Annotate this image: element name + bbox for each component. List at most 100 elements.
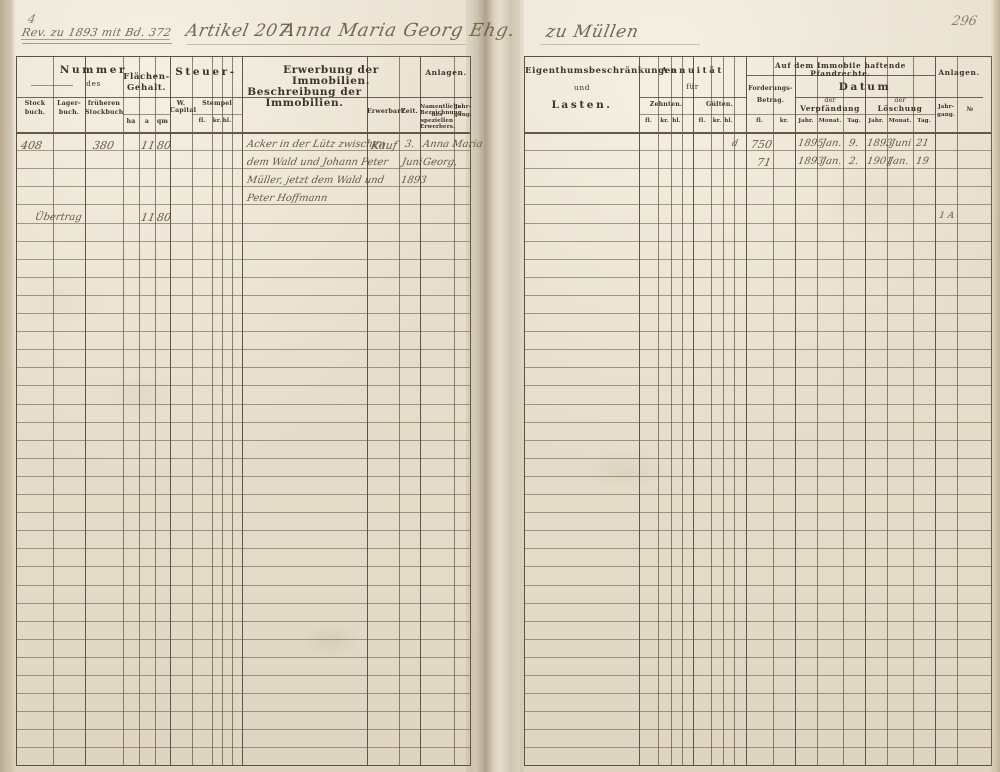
table-row-rule [17, 168, 470, 170]
table-row-rule [525, 367, 991, 369]
table-row-rule [17, 729, 470, 731]
col-erwerber-l2: des speziellen Erwerbers. [420, 112, 456, 130]
group-beschreibung: Beschreibung der Immobilien. [247, 86, 362, 110]
col-stempel: Stempel [202, 100, 232, 107]
place-name: zu Müllen [544, 22, 641, 42]
table-row-rule [17, 222, 470, 224]
col-guelten: Gülten. [706, 101, 733, 108]
table-row-rule [525, 620, 991, 622]
table-row-rule [17, 367, 470, 369]
table-row-rule [525, 747, 991, 749]
col-guelten-kr: kr. [712, 118, 722, 124]
table-row-rule [17, 457, 470, 459]
table-row-rule [525, 584, 991, 586]
table-row-rule [525, 168, 991, 170]
table-row-rule [525, 222, 991, 224]
col-frueheres-l1: früheren [87, 100, 121, 107]
group-erwerbung: Erwerbung der Immobilien. [283, 64, 379, 88]
owner-name: Anna Maria Georg Ehg. [279, 20, 518, 41]
table-row-rule [525, 186, 991, 188]
book-gutter [466, 0, 524, 772]
col-forderung-l1: Forderungs- [748, 85, 793, 92]
cell-forderung-2: 71 [755, 156, 773, 169]
table-row-rule [17, 638, 470, 640]
col-lagerbuch-l1: Lager- [57, 100, 81, 107]
left-ledger-table: Nummer des Stock buch. Lager- buch. früh… [16, 56, 483, 766]
col-jahrgang-right-l2: gang. [937, 112, 955, 118]
table-row-rule [525, 729, 991, 731]
table-row-rule [525, 548, 991, 550]
col-loesch-l2: Löschung [877, 104, 923, 113]
col-loesch-jahr: Jahr. [868, 118, 884, 124]
group-flaechen-l1: Flächen- [123, 72, 170, 82]
col-zehnten-hl: hl. [672, 118, 681, 124]
cell-verpf-tag-1: 9. [848, 138, 860, 149]
col-stempel-kr: kr. [212, 118, 222, 124]
group-eigenthum-1: Eigenthumsbeschränkungen [525, 66, 678, 76]
table-row-rule [17, 240, 470, 242]
col-stempel-hl: hl. [222, 118, 232, 124]
table-row-rule [525, 313, 991, 314]
cell-verpf-monat-1: Jan. [821, 138, 843, 149]
table-row-rule [17, 385, 470, 387]
table-row-rule [525, 530, 991, 532]
table-row-rule [17, 747, 470, 749]
cell-beschreibung-2: dem Wald und Johann Peter [246, 157, 389, 168]
table-row-rule [17, 711, 470, 713]
group-anlagen-right: Anlagen. [938, 68, 980, 77]
table-row-rule [525, 711, 991, 713]
cell-stockbuch: 408 [19, 139, 44, 152]
group-steuer: Steuer- [175, 66, 237, 78]
table-row-rule [17, 675, 470, 676]
cell-erwerber-1: Anna Maria [422, 139, 484, 150]
table-row-rule [17, 530, 470, 532]
col-a: a [144, 118, 150, 125]
col-verpf-l2: Verpfändung [800, 104, 860, 113]
col-stempel-fl: fl. [198, 118, 206, 124]
table-row-rule [525, 421, 991, 423]
folio-number-left: 4 [26, 12, 38, 26]
col-guelten-fl: fl. [698, 118, 706, 124]
table-row-rule [17, 620, 470, 622]
col-ha: ha [126, 118, 136, 125]
table-row-rule [525, 349, 991, 351]
col-erwerbart: Erwerbart. [367, 108, 407, 115]
table-row-rule [525, 566, 991, 568]
cell-beschreibung-4: Peter Hoffmann [246, 193, 329, 204]
col-stockbuch-l1: Stock [24, 100, 46, 107]
table-row-rule [525, 385, 991, 387]
table-row-rule [17, 494, 470, 495]
col-capital: W. Capital [170, 100, 197, 114]
group-pfandrechte: Auf dem Immobile haftende Pfandrechte. [775, 61, 906, 78]
cell-erwerbart: Kauf [369, 139, 399, 152]
col-verpf-tag: Tag. [847, 118, 861, 124]
table-row-rule [17, 276, 470, 278]
table-row-rule [525, 638, 991, 640]
table-row-rule [17, 512, 470, 514]
table-row-rule [17, 258, 470, 260]
cell-verpf-monat-2: Jan. [821, 156, 843, 167]
col-loesch-l1: der [894, 97, 906, 104]
table-row-rule [17, 548, 470, 550]
col-lagerbuch-l2: buch. [58, 109, 80, 116]
col-forderung-fl: fl. [756, 118, 763, 124]
table-row-rule [17, 566, 470, 568]
cell-uebertrag-a: 11 [139, 211, 157, 224]
col-frueheres-l2: Stockbuch [85, 109, 124, 116]
header-strip: 4 296 Rev. zu 1893 mit Bd. 372 Artikel 2… [0, 10, 1000, 48]
col-erwerber-l1: Namentliche Bezeichnung [420, 104, 462, 116]
right-table-grid [525, 57, 991, 765]
table-row-rule [525, 132, 991, 133]
table-row-rule [525, 693, 991, 695]
cell-zeit-tag: 3. [404, 139, 416, 150]
cell-beschreibung-3: Müller, jetzt dem Wald und [246, 175, 385, 186]
col-zeit: Zeit. [401, 108, 418, 115]
cell-forderung-1: 750 [749, 138, 774, 151]
cell-loesch-tag-1: 21 [915, 138, 930, 149]
cell-uebertrag-label: Übertrag [34, 212, 83, 223]
right-ledger-table: Eigenthumsbeschränkungen und Lasten. Ann… [524, 56, 992, 766]
cell-a: 11 [139, 139, 157, 152]
col-forderung-l2: Betrag. [756, 97, 785, 104]
group-anlagen: Anlagen. [425, 68, 467, 77]
col-loesch-tag: Tag. [917, 118, 931, 124]
